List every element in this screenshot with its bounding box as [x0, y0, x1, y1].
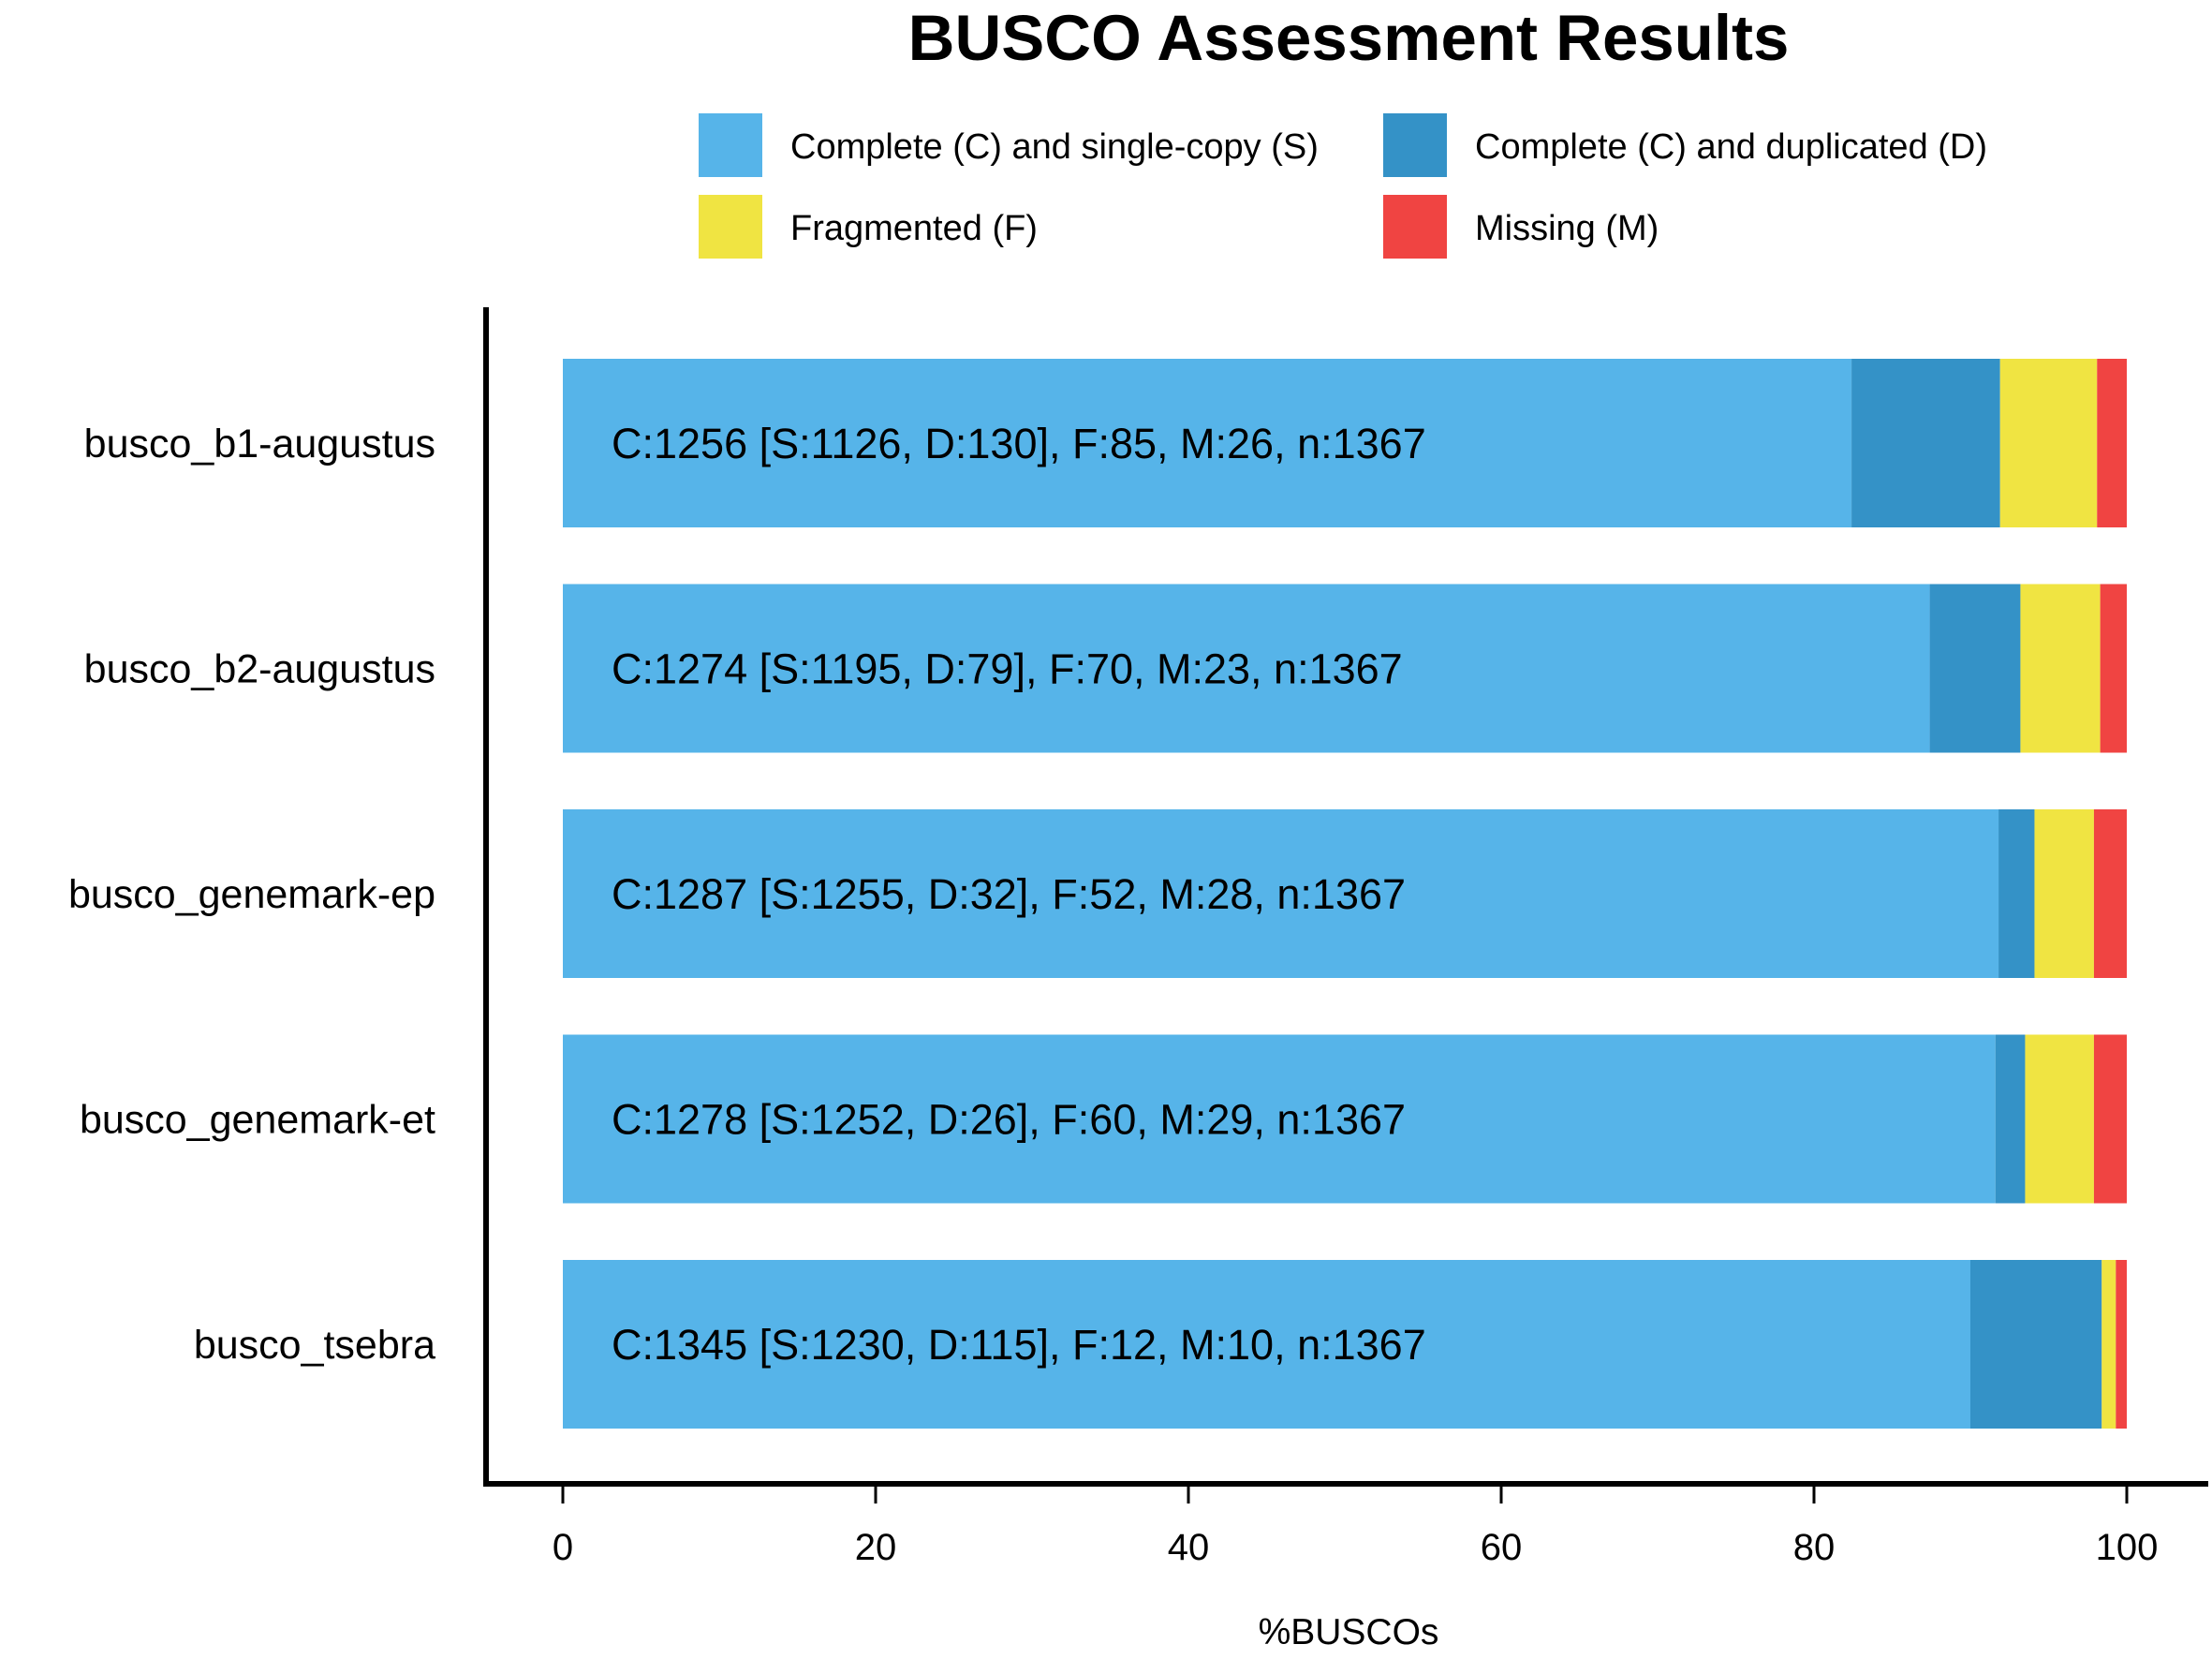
legend-swatch-complete-c-and-duplicated-d	[1383, 113, 1447, 177]
category-label-busco-genemark-et: busco_genemark-et	[80, 1098, 435, 1143]
legend-swatch-missing-m	[1383, 195, 1447, 259]
bar-segment-busco-genemark-et-missing-m	[2093, 1034, 2127, 1204]
bar-label-busco-genemark-et: C:1278 [S:1252, D:26], F:60, M:29, n:136…	[612, 1096, 1406, 1144]
bars: C:1256 [S:1126, D:130], F:85, M:26, n:13…	[563, 359, 2127, 1429]
bar-segment-busco-genemark-et-complete-c-and-duplicated-d	[1995, 1034, 2026, 1204]
category-label-busco-genemark-ep: busco_genemark-ep	[68, 872, 435, 917]
bar-segment-busco-b2-augustus-fragmented-f	[2020, 584, 2101, 753]
bar-segment-busco-genemark-et-complete-c-and-single-copy-s	[563, 1034, 1996, 1204]
category-labels: busco_b1-augustus busco_b2-augustus busco_…	[68, 422, 435, 1368]
bar-label-busco-b1-augustus: C:1256 [S:1126, D:130], F:85, M:26, n:13…	[612, 420, 1426, 467]
bar-segment-busco-b1-augustus-complete-c-and-single-copy-s	[563, 359, 1852, 527]
bar-label-busco-genemark-ep: C:1287 [S:1255, D:32], F:52, M:28, n:136…	[612, 870, 1406, 918]
bar-segment-busco-genemark-ep-complete-c-and-single-copy-s	[563, 809, 1999, 978]
x-tick-label-20: 20	[855, 1527, 897, 1568]
bar-segment-busco-tsebra-fragmented-f	[2101, 1260, 2116, 1429]
legend-label-complete-c-and-single-copy-s: Complete (C) and single-copy (S)	[790, 127, 1319, 167]
legend-label-missing-m: Missing (M)	[1475, 209, 1659, 248]
legend: Complete (C) and single-copy (S) Complete…	[699, 113, 1987, 259]
chart-title: BUSCO Assessment Results	[908, 2, 1790, 74]
x-axis-title: %BUSCOs	[1259, 1612, 1439, 1652]
bar-segment-busco-b1-augustus-fragmented-f	[1999, 359, 2098, 527]
x-tick-label-60: 60	[1481, 1527, 1523, 1568]
legend-swatch-complete-c-and-single-copy-s	[699, 113, 762, 177]
legend-label-complete-c-and-duplicated-d: Complete (C) and duplicated (D)	[1475, 127, 1987, 167]
bar-segment-busco-b1-augustus-complete-c-and-duplicated-d	[1851, 359, 2000, 527]
bar-label-busco-b2-augustus: C:1274 [S:1195, D:79], F:70, M:23, n:136…	[612, 645, 1403, 693]
bar-label-busco-tsebra: C:1345 [S:1230, D:115], F:12, M:10, n:13…	[612, 1321, 1426, 1369]
legend-swatch-fragmented-f	[699, 195, 762, 259]
bar-segment-busco-b2-augustus-complete-c-and-duplicated-d	[1929, 584, 2021, 753]
x-ticks: 0 20 40 60 80 100	[553, 1484, 2159, 1568]
bar-segment-busco-b2-augustus-missing-m	[2100, 584, 2127, 753]
x-tick-label-40: 40	[1168, 1527, 1210, 1568]
bar-segment-busco-genemark-ep-fragmented-f	[2034, 809, 2094, 978]
bar-segment-busco-genemark-ep-complete-c-and-duplicated-d	[1998, 809, 2035, 978]
category-label-busco-b2-augustus: busco_b2-augustus	[84, 647, 435, 692]
bar-segment-busco-genemark-ep-missing-m	[2093, 809, 2127, 978]
axes	[483, 307, 2208, 1487]
legend-label-fragmented-f: Fragmented (F)	[790, 209, 1038, 248]
category-label-busco-b1-augustus: busco_b1-augustus	[84, 422, 435, 467]
x-tick-label-80: 80	[1793, 1527, 1836, 1568]
bar-segment-busco-tsebra-complete-c-and-duplicated-d	[1970, 1260, 2102, 1429]
bar-segment-busco-b1-augustus-missing-m	[2097, 359, 2127, 527]
bar-segment-busco-genemark-et-fragmented-f	[2025, 1034, 2094, 1204]
category-label-busco-tsebra: busco_tsebra	[194, 1323, 435, 1368]
bar-segment-busco-tsebra-complete-c-and-single-copy-s	[563, 1260, 1970, 1429]
x-tick-label-0: 0	[553, 1527, 573, 1568]
x-tick-label-100: 100	[2096, 1527, 2159, 1568]
bar-segment-busco-tsebra-missing-m	[2116, 1260, 2127, 1429]
bar-segment-busco-b2-augustus-complete-c-and-single-copy-s	[563, 584, 1930, 753]
